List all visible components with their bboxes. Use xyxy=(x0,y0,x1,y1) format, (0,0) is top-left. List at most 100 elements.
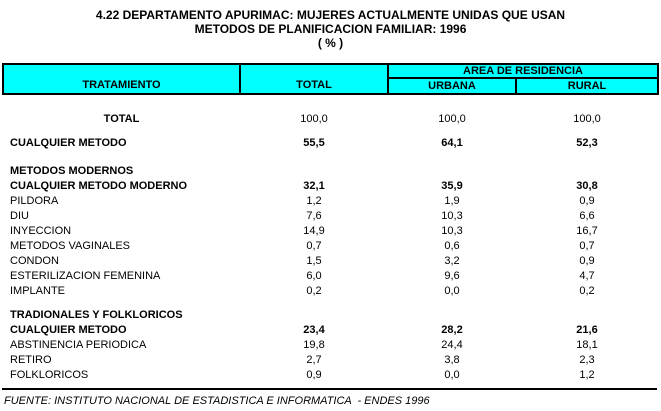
table-row: CONDON 1,5 3,2 0,9 xyxy=(3,253,658,268)
row-label: METODOS VAGINALES xyxy=(10,239,131,252)
row-label: FOLKLORICOS xyxy=(10,368,89,381)
row-label: CUALQUIER METODO xyxy=(10,136,127,149)
table-row: TRADIONALES Y FOLKLORICOS xyxy=(3,307,658,322)
value-urbana: 35,9 xyxy=(441,179,463,192)
row-label: CUALQUIER METODO MODERNO xyxy=(10,179,188,192)
value-urbana: 0,6 xyxy=(444,239,460,252)
value-rural: 0,2 xyxy=(579,284,595,297)
value-total: 0,9 xyxy=(306,368,322,381)
value-rural: 16,7 xyxy=(576,224,598,237)
value-urbana: 10,3 xyxy=(441,209,463,222)
value-total: 55,5 xyxy=(303,136,325,149)
row-label: ESTERILIZACION FEMENINA xyxy=(10,269,161,282)
row-label: METODOS MODERNOS xyxy=(10,164,134,177)
value-total: 0,2 xyxy=(306,284,322,297)
value-rural xyxy=(516,307,658,322)
value-urbana: 9,6 xyxy=(444,269,460,282)
table-row: CUALQUIER METODO 23,4 28,2 21,6 xyxy=(3,322,658,337)
table-row: ABSTINENCIA PERIODICA 19,8 24,4 18,1 xyxy=(3,337,658,352)
value-rural: 0,9 xyxy=(579,194,595,207)
statistics-table: TRATAMIENTO TOTAL AREA DE RESIDENCIA URB… xyxy=(2,63,659,382)
row-label: ABSTINENCIA PERIODICA xyxy=(10,338,147,351)
row-label: CONDON xyxy=(10,254,59,267)
value-rural: 52,3 xyxy=(576,136,598,149)
table-row: FOLKLORICOS 0,9 0,0 1,2 xyxy=(3,367,658,382)
column-header-urbana: URBANA xyxy=(387,77,517,95)
value-total: 100,0 xyxy=(300,112,328,125)
table-header: TRATAMIENTO TOTAL AREA DE RESIDENCIA URB… xyxy=(2,63,659,95)
spacer-cell xyxy=(3,298,658,307)
value-rural: 21,6 xyxy=(576,323,598,336)
value-rural: 1,2 xyxy=(579,368,595,381)
page-title-line-1: 4.22 DEPARTAMENTO APURIMAC: MUJERES ACTU… xyxy=(95,8,566,22)
row-label: TOTAL xyxy=(103,112,140,125)
column-group-area-de-residencia: AREA DE RESIDENCIA xyxy=(387,63,659,79)
page-title-line-2: METODOS DE PLANIFICACION FAMILIAR: 1996 xyxy=(194,22,467,36)
column-header-total: TOTAL xyxy=(239,63,389,95)
value-urbana: 0,0 xyxy=(444,368,460,381)
table-row: ESTERILIZACION FEMENINA 6,0 9,6 4,7 xyxy=(3,268,658,283)
column-header-rural: RURAL xyxy=(515,77,659,95)
value-urbana: 1,9 xyxy=(444,194,460,207)
value-urbana: 3,2 xyxy=(444,254,460,267)
value-total: 2,7 xyxy=(306,353,322,366)
value-rural: 0,9 xyxy=(579,254,595,267)
value-total: 1,2 xyxy=(306,194,322,207)
value-urbana xyxy=(388,163,516,178)
row-label: PILDORA xyxy=(10,194,59,207)
row-label: CUALQUIER METODO xyxy=(10,323,127,336)
table-row: METODOS VAGINALES 0,7 0,6 0,7 xyxy=(3,238,658,253)
source-note: FUENTE: INSTITUTO NACIONAL DE ESTADISTIC… xyxy=(4,395,430,407)
value-total: 0,7 xyxy=(306,239,322,252)
table-row: DIU 7,6 10,3 6,6 xyxy=(3,208,658,223)
row-label: TRADIONALES Y FOLKLORICOS xyxy=(10,308,183,321)
spacer-cell xyxy=(3,94,658,111)
value-total xyxy=(240,307,388,322)
value-rural: 2,3 xyxy=(579,353,595,366)
value-urbana: 28,2 xyxy=(441,323,463,336)
header-row-1: TRATAMIENTO TOTAL AREA DE RESIDENCIA xyxy=(2,63,659,95)
value-total: 6,0 xyxy=(306,269,322,282)
value-rural: 6,6 xyxy=(579,209,595,222)
spacer-cell xyxy=(3,150,658,163)
value-total: 7,6 xyxy=(306,209,322,222)
spacer-row xyxy=(3,94,658,111)
value-total xyxy=(240,163,388,178)
value-total: 14,9 xyxy=(303,224,325,237)
table-row: CUALQUIER METODO MODERNO 32,1 35,9 30,8 xyxy=(3,178,658,193)
table-bottom-rule xyxy=(2,388,657,390)
value-urbana: 3,8 xyxy=(444,353,460,366)
value-urbana: 100,0 xyxy=(438,112,466,125)
table-row: PILDORA 1,2 1,9 0,9 xyxy=(3,193,658,208)
value-urbana: 24,4 xyxy=(441,338,463,351)
value-urbana xyxy=(388,307,516,322)
value-rural: 30,8 xyxy=(576,179,598,192)
value-rural: 0,7 xyxy=(579,239,595,252)
table-row: TOTAL 100,0 100,0 100,0 xyxy=(3,111,658,126)
title-block: 4.22 DEPARTAMENTO APURIMAC: MUJERES ACTU… xyxy=(0,0,661,50)
row-label: IMPLANTE xyxy=(10,284,66,297)
value-urbana: 10,3 xyxy=(441,224,463,237)
table-row: CUALQUIER METODO 55,5 64,1 52,3 xyxy=(3,135,658,150)
table-row: INYECCION 14,9 10,3 16,7 xyxy=(3,223,658,238)
value-total: 19,8 xyxy=(303,338,325,351)
spacer-cell xyxy=(3,126,658,135)
row-label: DIU xyxy=(10,209,29,222)
spacer-row xyxy=(3,150,658,163)
value-urbana: 64,1 xyxy=(441,136,463,149)
row-label: INYECCION xyxy=(10,224,72,237)
value-rural: 100,0 xyxy=(573,112,601,125)
value-total: 32,1 xyxy=(303,179,325,192)
column-header-tratamiento: TRATAMIENTO xyxy=(2,63,241,95)
table-body: TOTAL 100,0 100,0 100,0 CUALQUIER METODO 55,5… xyxy=(3,94,658,382)
value-rural xyxy=(516,163,658,178)
value-total: 1,5 xyxy=(306,254,322,267)
spacer-row xyxy=(3,126,658,135)
page-title-line-3: ( % ) xyxy=(317,36,344,50)
value-urbana: 0,0 xyxy=(444,284,460,297)
table-row: IMPLANTE 0,2 0,0 0,2 xyxy=(3,283,658,298)
spacer-row xyxy=(3,298,658,307)
row-label: RETIRO xyxy=(10,353,52,366)
header-row-2: URBANA RURAL xyxy=(3,77,659,95)
